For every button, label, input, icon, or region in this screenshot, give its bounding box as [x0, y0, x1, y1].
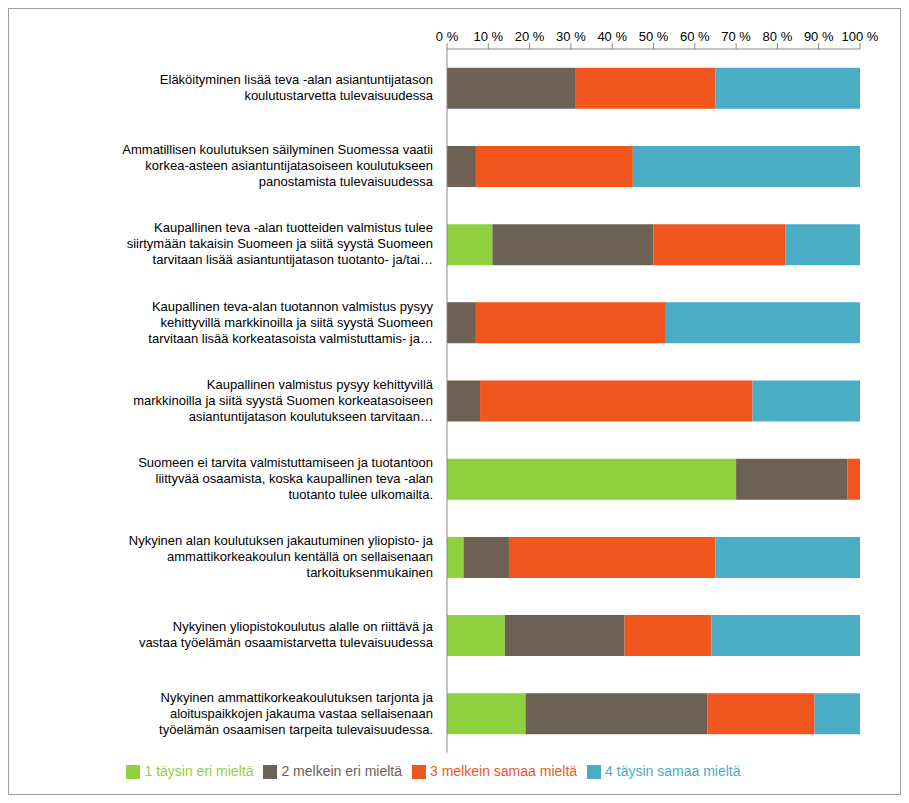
svg-text:100 %: 100 %: [842, 29, 879, 44]
svg-text:80 %: 80 %: [763, 29, 793, 44]
svg-text:10 %: 10 %: [473, 29, 503, 44]
svg-text:Nykyinen yliopistokoulutus ala: Nykyinen yliopistokoulutus alalle on rii…: [139, 619, 434, 650]
svg-text:70 %: 70 %: [721, 29, 751, 44]
svg-text:90 %: 90 %: [804, 29, 834, 44]
svg-text:50 %: 50 %: [639, 29, 669, 44]
svg-text:Eläköityminen lisää teva -alan: Eläköityminen lisää teva -alan asiantunt…: [160, 72, 434, 103]
svg-text:0 %: 0 %: [436, 29, 459, 44]
svg-text:60 %: 60 %: [680, 29, 710, 44]
svg-text:Nykyinen ammattikorkeakoulutuk: Nykyinen ammattikorkeakoulutuksen tarjon…: [159, 690, 434, 737]
html-text:4 täysin samaa mieltä: 4 täysin samaa mieltä: [605, 762, 741, 779]
svg-text:Kaupallinen teva -alan tuottei: Kaupallinen teva -alan tuotteiden valmis…: [127, 220, 433, 267]
svg-text:20 %: 20 %: [515, 29, 545, 44]
svg-text:30 %: 30 %: [556, 29, 586, 44]
html-text:1 täysin eri mieltä: 1 täysin eri mieltä: [144, 762, 254, 779]
svg-text:Kaupallinen teva-alan tuotanno: Kaupallinen teva-alan tuotannon valmistu…: [148, 299, 433, 346]
html-text:3 melkein samaa mieltä: 3 melkein samaa mieltä: [430, 762, 578, 779]
svg-text:Nykyinen alan koulutuksen jaka: Nykyinen alan koulutuksen jakautuminen y…: [129, 533, 434, 580]
svg-text:Suomeen ei tarvita valmistutta: Suomeen ei tarvita valmistuttamiseen ja …: [138, 455, 433, 502]
svg-text:Kaupallinen valmistus pysyy ke: Kaupallinen valmistus pysyy kehittyvillä…: [133, 377, 434, 424]
svg-text:Ammatillisen koulutuksen säily: Ammatillisen koulutuksen säilyminen Suom…: [122, 142, 433, 189]
html-text:2 melkein eri mieltä: 2 melkein eri mieltä: [281, 762, 402, 779]
svg-text:40 %: 40 %: [597, 29, 627, 44]
